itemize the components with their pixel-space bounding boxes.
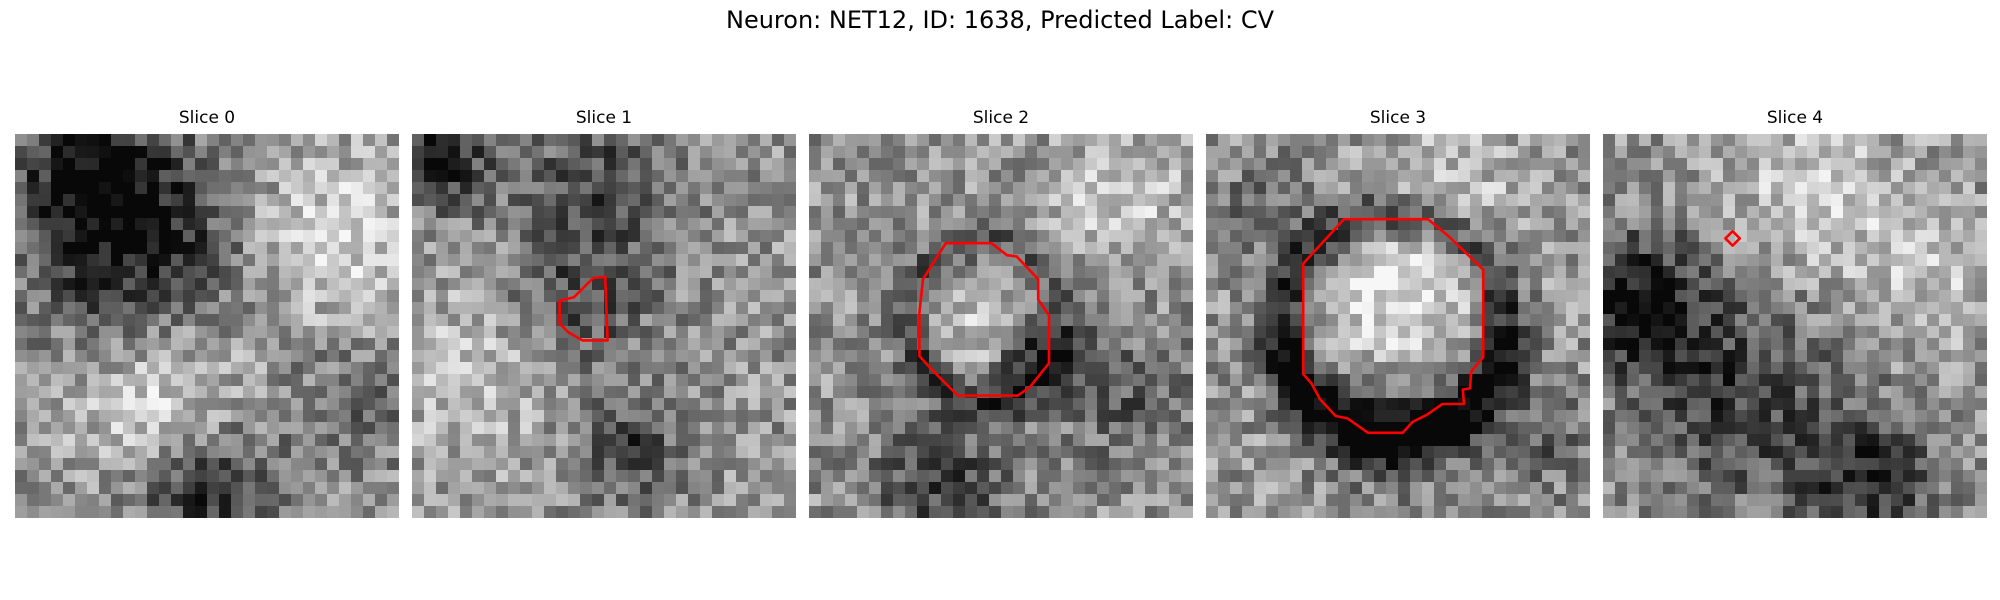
segmentation-contour bbox=[1724, 229, 1742, 247]
slice-title: Slice 4 bbox=[1766, 108, 1824, 128]
slice-image bbox=[1206, 134, 1590, 518]
slice-image bbox=[809, 134, 1193, 518]
slice-title: Slice 3 bbox=[1369, 108, 1427, 128]
slice-image bbox=[412, 134, 796, 518]
slice-title: Slice 0 bbox=[178, 108, 236, 128]
segmentation-contour bbox=[918, 241, 1051, 397]
slice-title: Slice 2 bbox=[972, 108, 1030, 128]
segmentation-contour bbox=[1301, 217, 1485, 435]
segmentation-contour bbox=[558, 275, 609, 342]
slice-title: Slice 1 bbox=[575, 108, 633, 128]
figure-title: Neuron: NET12, ID: 1638, Predicted Label… bbox=[726, 6, 1274, 34]
slice-image bbox=[1603, 134, 1987, 518]
slice-image bbox=[15, 134, 399, 518]
